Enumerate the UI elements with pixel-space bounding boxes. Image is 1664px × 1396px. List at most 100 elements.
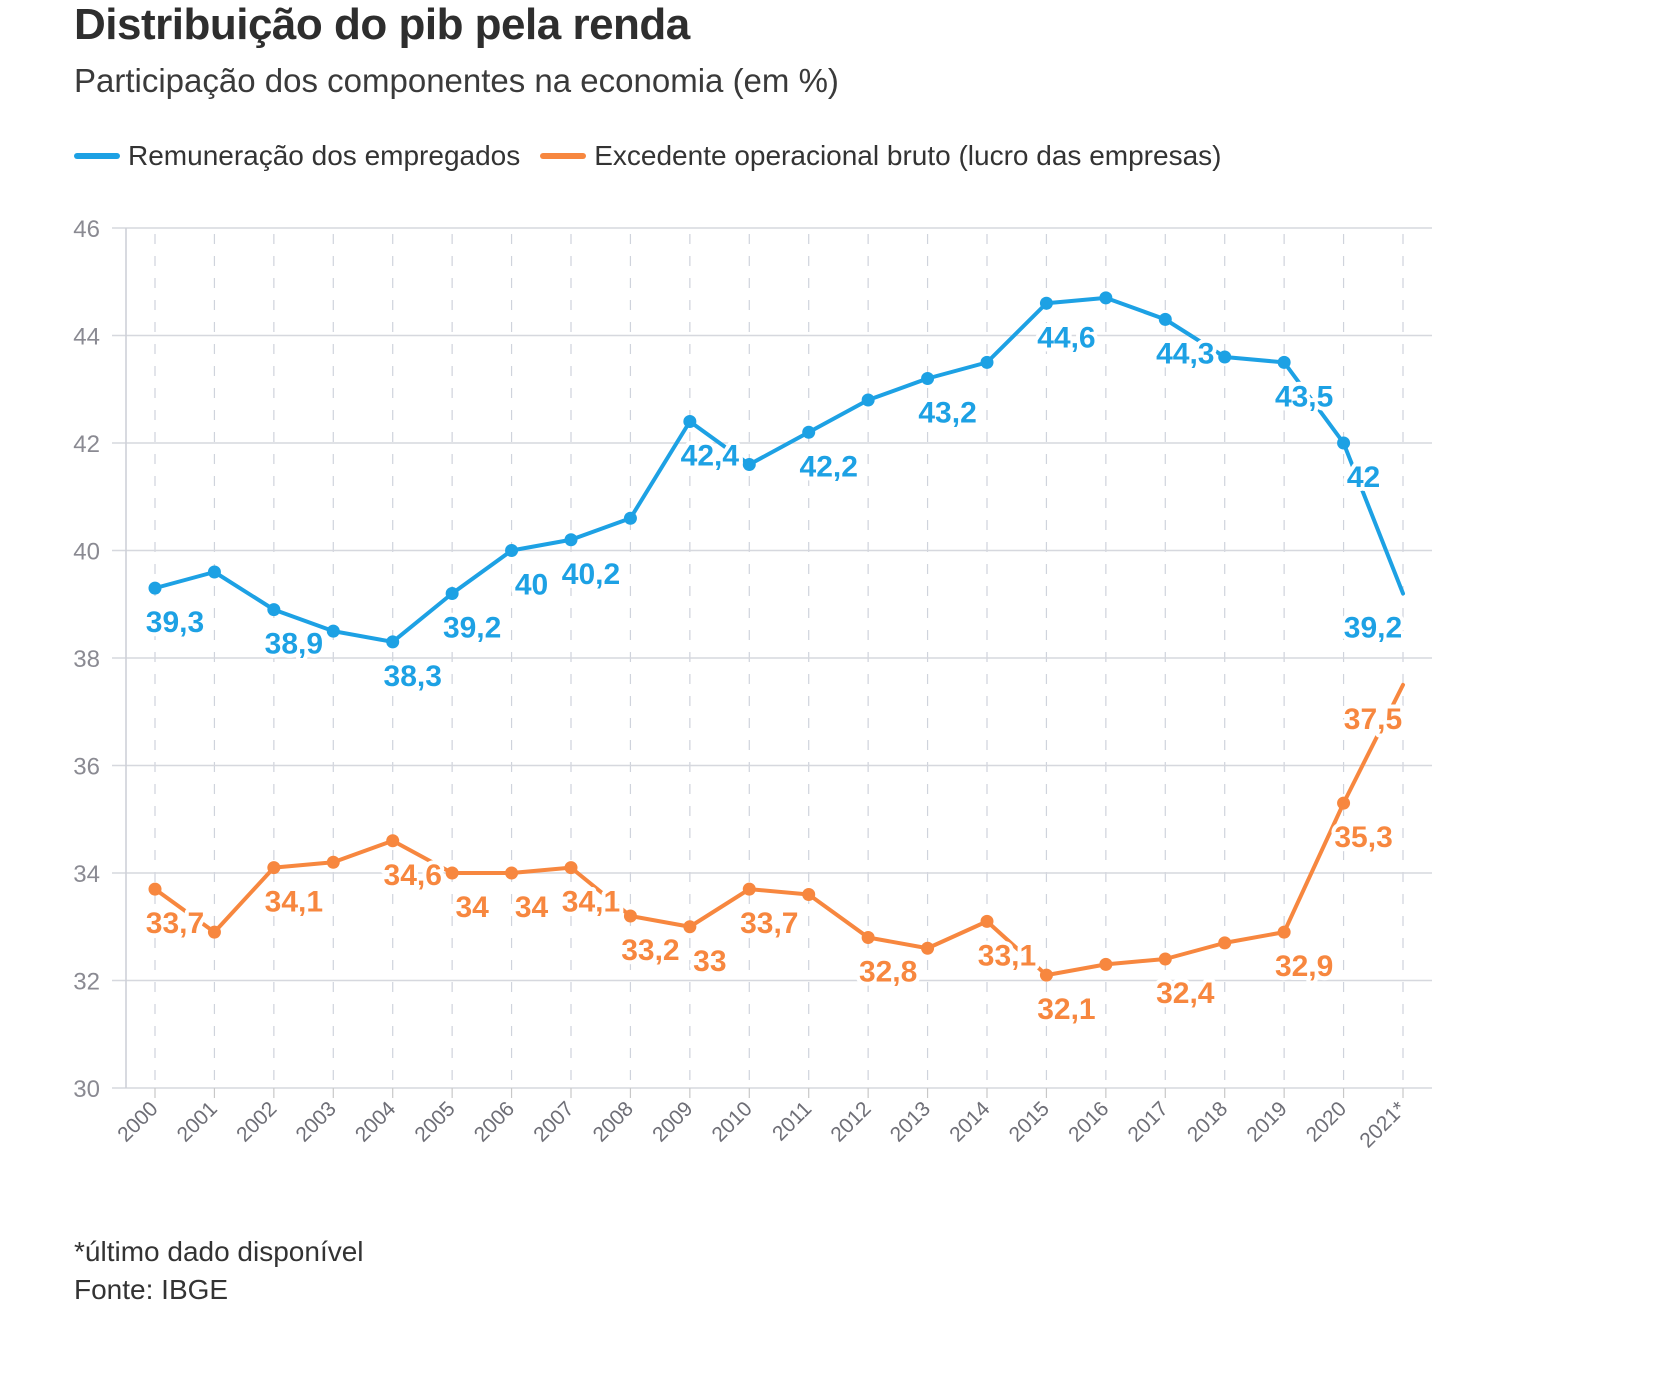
data-label-halo: 32,9 [1275,950,1333,983]
data-label-halo: 43,5 [1275,380,1333,413]
data-point [1337,796,1351,810]
x-tick-label: 2018 [1183,1097,1232,1146]
data-point [326,855,340,869]
data-label-halo: 42,2 [800,450,858,483]
data-point [683,415,697,428]
data-label-halo: 33 [693,945,726,978]
data-point [1099,957,1113,971]
data-point [445,587,459,600]
chart-subtitle: Participação dos componentes na economia… [74,62,839,99]
data-point [445,866,459,880]
data-label: 34 [455,891,489,924]
data-label-halo: 34,1 [265,886,323,919]
data-label-halo: 33,2 [621,934,679,967]
data-label-halo: 38,3 [384,660,442,693]
legend-swatch-blue [74,153,120,159]
source-note: Fonte: IBGE [74,1274,229,1305]
data-point [1158,312,1172,326]
x-tick-label: 2004 [351,1097,401,1147]
data-point [1158,952,1172,966]
legend-item-excedente[interactable]: Excedente operacional bruto (lucro das e… [540,140,1221,172]
data-point [207,565,221,579]
legend-label-remuneracao: Remuneração dos empregados [128,140,521,171]
legend: Remuneração dos empregados Excedente ope… [74,140,1241,172]
y-tick-label: 32 [73,969,100,996]
data-label-halo: 32,8 [859,956,917,989]
y-tick-label: 38 [73,646,100,673]
data-label: 40,2 [562,558,620,591]
data-label: 43,2 [918,397,976,430]
data-label-halo: 44,6 [1037,321,1095,354]
data-label: 33 [693,945,726,978]
data-point [861,931,875,944]
data-point [1039,296,1053,310]
x-tick-label: 2001 [173,1097,222,1146]
data-label-halo: 34,1 [562,886,620,919]
data-point [564,533,578,547]
data-point [980,914,994,928]
data-point [980,355,994,369]
data-label: 43,5 [1275,380,1333,413]
data-point [267,861,281,875]
data-point [1039,968,1053,982]
x-tick-label: 2006 [470,1097,519,1146]
x-tick-label: 2017 [1124,1097,1173,1146]
data-point [386,834,400,848]
data-label: 32,8 [859,956,917,989]
data-label-halo: 34 [515,891,549,924]
data-point [564,861,578,875]
x-tick-label: 2005 [410,1097,459,1146]
data-label: 44,3 [1156,337,1214,370]
x-tick-label: 2021* [1355,1097,1410,1152]
data-label-halo: 42,4 [681,440,740,473]
x-tick-label: 2020 [1302,1097,1351,1146]
legend-item-remuneracao[interactable]: Remuneração dos empregados [74,140,520,172]
legend-swatch-orange [540,153,587,159]
data-label-halo: 33,1 [978,939,1036,972]
data-point [802,888,816,901]
x-tick-label: 2002 [232,1097,281,1146]
x-tick-label: 2008 [589,1097,638,1146]
legend-label-excedente: Excedente operacional bruto (lucro das e… [594,140,1222,171]
x-tick-label: 2014 [945,1097,995,1147]
data-label: 42 [1347,461,1380,494]
footnote: *último dado disponível [74,1236,364,1267]
x-tick-label: 2012 [826,1097,875,1146]
x-tick-label: 2010 [708,1097,757,1146]
data-label-halo: 39,3 [146,606,204,639]
data-label-halo: 39,2 [1344,612,1402,645]
y-tick-label: 46 [73,216,100,243]
data-label: 39,2 [443,612,501,645]
data-label: 39,2 [1344,612,1402,645]
data-point [921,941,935,955]
data-point [683,920,697,934]
data-point [742,882,756,896]
y-tick-label: 42 [73,431,100,458]
data-point [1218,936,1232,950]
data-label-halo: 33,7 [146,907,204,940]
data-point [505,866,519,880]
chart-title: Distribuição do pib pela renda [74,0,690,49]
data-label-halo: 39,2 [443,612,501,645]
data-point [921,372,935,385]
data-label-halo: 32,4 [1156,977,1215,1010]
data-label: 32,1 [1037,993,1095,1026]
y-tick-label: 34 [73,861,100,888]
y-tick-label: 40 [73,539,100,566]
data-label-halo: 40,2 [562,558,620,591]
x-tick-label: 2000 [113,1097,162,1146]
data-label-halo: 38,9 [265,628,323,661]
data-label: 32,4 [1156,977,1215,1010]
data-label: 34,6 [384,859,442,892]
data-label: 32,9 [1275,950,1333,983]
x-tick-label: 2009 [648,1097,697,1146]
data-label: 44,6 [1037,321,1095,354]
x-tick-label: 2015 [1005,1097,1054,1146]
data-label: 34,1 [265,886,323,919]
data-label: 42,2 [800,450,858,483]
data-label-halo: 43,2 [918,397,976,430]
data-label: 34,1 [562,886,620,919]
x-tick-label: 2007 [529,1097,578,1146]
